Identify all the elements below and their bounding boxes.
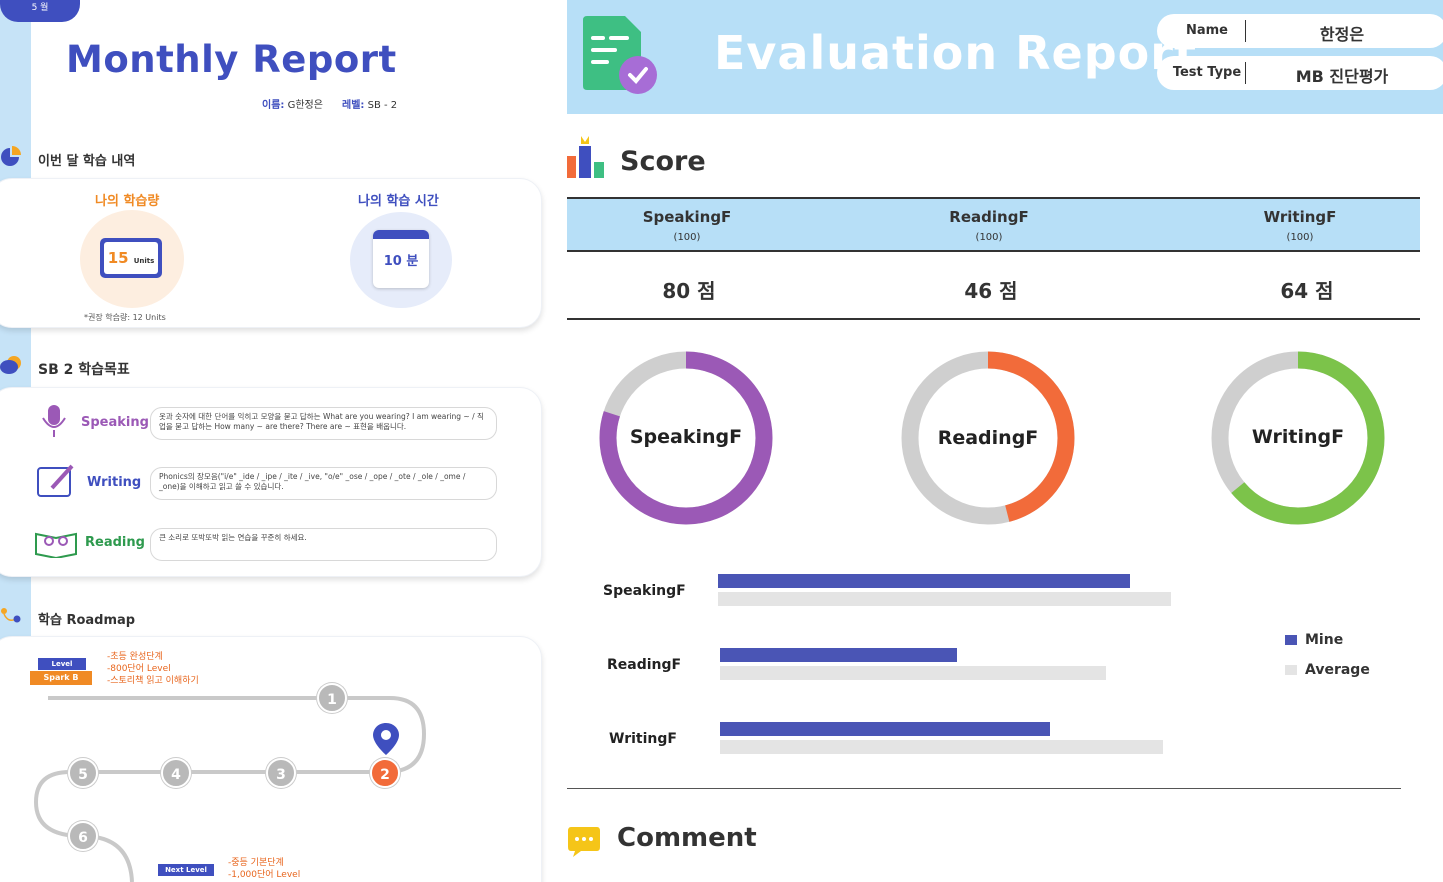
calendar-icon: 10 분 <box>373 230 429 288</box>
roadmap-node-1: 1 <box>317 683 347 713</box>
goals-card <box>0 387 542 577</box>
bar-speakingf-average <box>718 592 1172 606</box>
goal-label-speaking: Speaking <box>81 415 149 430</box>
bar-category-writing: WritingF <box>609 731 677 747</box>
col-writing-name: WritingF <box>1263 208 1337 226</box>
score-table-header: SpeakingF (100) ReadingF (100) WritingF … <box>567 197 1420 252</box>
col-speaking: SpeakingF (100) <box>587 199 787 243</box>
goal-label-reading: Reading <box>85 535 145 550</box>
legend-mine-swatch <box>1285 635 1297 645</box>
legend-average-label: Average <box>1305 662 1370 678</box>
pie-chart-icon <box>1 146 21 166</box>
next-level-sign: Next Level <box>158 864 214 876</box>
goal-label-writing: Writing <box>87 475 142 490</box>
test-type-value: MB 진단평가 <box>1295 67 1389 86</box>
legend-average: Average <box>1285 662 1370 678</box>
score-reading: 46 점 <box>964 279 1018 303</box>
location-pin-icon <box>373 723 399 755</box>
roadmap-node-2: 2 <box>370 758 400 788</box>
bar-speakingf-mine <box>718 574 1130 588</box>
roadmap-node-4: 4 <box>161 758 191 788</box>
test-type-key: Test Type <box>1172 65 1242 80</box>
col-reading: ReadingF (100) <box>889 199 1089 243</box>
document-check-icon <box>583 16 657 94</box>
bar-readingf-mine <box>720 648 957 662</box>
level-value: SB - 2 <box>367 100 398 111</box>
route-pin-icon <box>1 608 21 623</box>
comment-section-title: Comment <box>617 823 757 853</box>
pill-divider <box>1245 62 1246 84</box>
section-monthly-study: 이번 달 학습 내역 <box>38 154 136 169</box>
level-label: 레벨: <box>342 100 365 111</box>
name-value: 한정은 <box>1319 25 1365 44</box>
chat-bubble-icon <box>0 356 21 374</box>
roadmap-node-3: 3 <box>266 758 296 788</box>
col-reading-name: ReadingF <box>949 208 1029 226</box>
speaking-donut-label: SpeakingF <box>629 426 743 448</box>
level-sign-top: Level <box>38 658 86 670</box>
level-sign-bottom: Spark B <box>30 671 92 685</box>
legend-mine-label: Mine <box>1305 632 1344 648</box>
name-label: 이름: <box>262 100 285 111</box>
study-time-label: 나의 학습 시간 <box>358 194 439 209</box>
tablet-icon: 15 Units <box>100 238 162 278</box>
roadmap-node-6: 6 <box>68 821 98 851</box>
month-tab: 5 월 <box>0 0 80 22</box>
table-bottom-rule <box>567 318 1420 320</box>
col-speaking-max: (100) <box>673 232 701 243</box>
bar-readingf-average <box>720 666 1107 680</box>
test-type-pill: Test Type MB 진단평가 <box>1157 56 1443 90</box>
notepad-pen-icon <box>37 464 74 497</box>
speaking-donut-arc <box>599 351 773 525</box>
col-reading-max: (100) <box>975 232 1003 243</box>
monthly-report-panel: 5 월 Monthly Report 이름: G한정은 레벨: SB - 2 이… <box>0 0 565 882</box>
evaluation-report-panel: Evaluation Report Name 한정은 Test Type MB … <box>567 0 1443 882</box>
reading-donut-arc <box>901 351 1075 525</box>
score-speaking: 80 점 <box>662 279 716 303</box>
name-value: G한정은 <box>287 100 323 111</box>
end-level-notes: -중등 기본단계 -1,000단어 Level <box>228 858 301 880</box>
goal-text-speaking: 옷과 숫자에 대한 단어를 익히고 모양을 묻고 답하는 What are yo… <box>150 407 497 440</box>
student-meta: 이름: G한정은 레벨: SB - 2 <box>262 96 397 111</box>
name-key: Name <box>1185 23 1228 38</box>
bar-writingf-average <box>720 740 1163 754</box>
bar-writingf-mine <box>720 722 1050 736</box>
monthly-report-title: Monthly Report <box>66 38 397 81</box>
goal-text-writing: Phonics의 장모음("i/e" _ide / _ipe / _ite / … <box>150 467 497 500</box>
writing-donut <box>1211 351 1385 525</box>
col-speaking-name: SpeakingF <box>642 208 732 226</box>
recommended-amount-note: *권장 학습량: 12 Units <box>84 313 166 322</box>
study-time-value: 10 분 <box>383 254 419 269</box>
goal-text-reading: 큰 소리로 또박또박 읽는 연습을 꾸준히 하세요. <box>150 528 497 561</box>
writing-donut-label: WritingF <box>1251 426 1345 448</box>
score-writing: 64 점 <box>1280 279 1334 303</box>
bar-category-speaking: SpeakingF <box>603 583 686 599</box>
score-section-title: Score <box>620 146 706 177</box>
month-tab-label: 5 월 <box>31 3 49 13</box>
section-roadmap: 학습 Roadmap <box>38 613 136 628</box>
name-pill: Name 한정은 <box>1157 14 1443 48</box>
speaking-donut <box>599 351 773 525</box>
study-amount-label: 나의 학습량 <box>95 194 160 209</box>
section-goals: SB 2 학습목표 <box>38 362 130 378</box>
reading-donut-label: ReadingF <box>937 427 1039 449</box>
study-amount-value: 15 <box>107 249 129 267</box>
podium-chart-icon <box>567 136 604 178</box>
pill-divider <box>1245 20 1246 42</box>
start-level-notes: -초등 완성단계 -800단어 Level -스토리책 읽고 이해하기 <box>107 652 199 686</box>
bar-category-reading: ReadingF <box>607 657 682 673</box>
col-writing-max: (100) <box>1286 232 1314 243</box>
bottom-divider <box>567 788 1401 789</box>
legend-average-swatch <box>1285 665 1297 675</box>
comment-bubble-icon <box>568 827 600 857</box>
open-book-icon <box>35 532 77 558</box>
roadmap-node-5: 5 <box>68 758 98 788</box>
microphone-icon <box>42 405 66 437</box>
legend-mine: Mine <box>1285 632 1343 648</box>
reading-donut <box>901 351 1075 525</box>
evaluation-report-title: Evaluation Report <box>714 26 1197 80</box>
study-amount-unit: Units <box>133 257 155 265</box>
writing-donut-arc <box>1211 351 1385 525</box>
col-writing: WritingF (100) <box>1200 199 1400 243</box>
